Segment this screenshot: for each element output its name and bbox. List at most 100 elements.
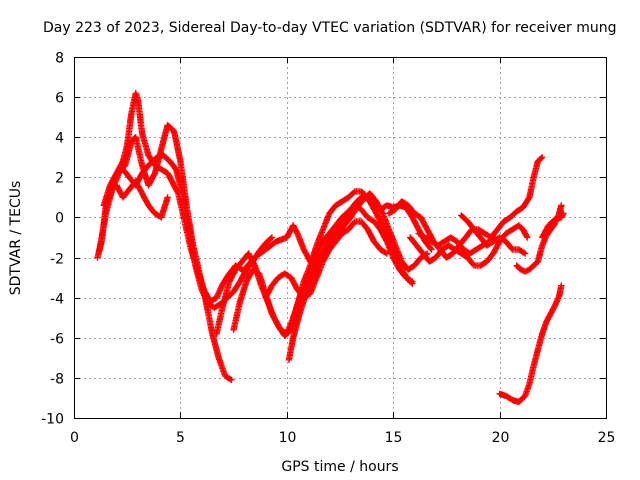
data-point-run [213,281,226,301]
plot-frame [74,57,607,419]
data-point-run [102,187,116,217]
data-point-run [221,372,234,383]
data-point-run [158,166,170,176]
x-tick-label: 10 [279,430,297,446]
data-point-run [138,190,151,208]
x-tick-label: 0 [70,430,79,446]
data-point-run [319,211,332,233]
data-point [228,376,235,384]
data-point-run [392,242,405,264]
data-point [383,250,391,257]
data-point-run [421,234,434,244]
data-point-run [409,214,422,232]
data-point-run [458,250,470,260]
data-point-run [219,271,232,287]
data-point-run [502,227,515,237]
data-point-run [490,239,503,257]
data-point-run [326,239,338,253]
data-point-run [241,255,258,273]
data-point-run [287,274,300,292]
y-tick-label: -4 [50,292,64,308]
data-point-run [358,206,370,220]
data-point [409,280,416,287]
data-point-run [307,275,320,297]
series-trace-1 [94,89,252,305]
data-point-run [100,183,113,209]
data-point-run [515,393,528,406]
data-point-run [283,227,294,241]
data-point-run [211,301,223,311]
data-point-run [385,234,398,256]
data-point-run [534,155,545,165]
data-point-run [526,175,537,201]
data-point-run [513,205,525,215]
data-point-run [290,312,303,341]
data-series [94,89,567,406]
data-point-run [462,227,475,241]
data-point-run [119,187,132,201]
data-point [538,154,546,161]
data-point-run [313,239,326,257]
data-point-run [502,392,515,403]
y-axis-label: SDTVAR / TECUs [8,181,24,296]
data-point-run [526,263,536,273]
data-point-run [453,238,466,252]
data-point-run [345,219,358,233]
data-point-run [192,262,205,292]
data-point-run [341,215,353,229]
y-tick-label: 4 [55,131,64,147]
data-point-run [281,327,294,339]
data-point-run [513,262,523,272]
data-point-run [172,166,186,196]
data-point-run [502,238,515,252]
data-point-run [160,152,172,164]
data-point-run [170,128,184,163]
data-point-run [515,222,526,232]
data-point-run [377,246,389,256]
data-point-run [434,239,447,249]
series-trace-16 [539,210,567,241]
series-trace-14 [496,282,565,406]
data-point-run [358,218,370,232]
data-point [558,282,565,289]
data-point-run [164,170,175,184]
data-point-run [145,202,158,216]
data-point-run [494,219,507,233]
data-point-run [132,178,145,196]
data-point-run [290,222,300,236]
data-point-run [138,130,152,157]
y-tick-label: -10 [41,412,64,428]
data-point-run [230,279,243,295]
data-point-run [411,210,423,220]
data-point-run [398,198,410,208]
data-point-run [268,275,281,289]
data-point-run [107,171,120,189]
data-point-run [517,266,527,275]
y-tick-label: 0 [55,211,64,227]
data-point [524,234,531,241]
series-trace-3 [100,152,276,311]
y-tick-label: 2 [55,171,64,187]
data-point-run [370,238,383,252]
data-point-run [132,134,145,167]
data-point [560,210,567,217]
chart-title: Day 223 of 2023, Sidereal Day-to-day VTE… [43,20,617,36]
data-point-run [547,303,558,317]
data-point-run [451,246,464,256]
data-point-run [119,166,132,180]
data-point [428,246,435,253]
data-point-run [285,336,297,363]
data-point-run [379,222,392,240]
data-point-run [219,279,233,309]
data-point [558,202,565,209]
data-point-run [138,163,151,177]
data-point-run [366,190,379,204]
data-point-run [473,243,485,253]
data-point-run [530,159,541,181]
data-point-run [379,210,392,232]
data-point-run [209,330,222,360]
data-point-run [236,279,250,305]
series-trace-4 [113,178,171,221]
data-point-run [521,267,532,275]
x-tick-label: 15 [385,430,403,446]
